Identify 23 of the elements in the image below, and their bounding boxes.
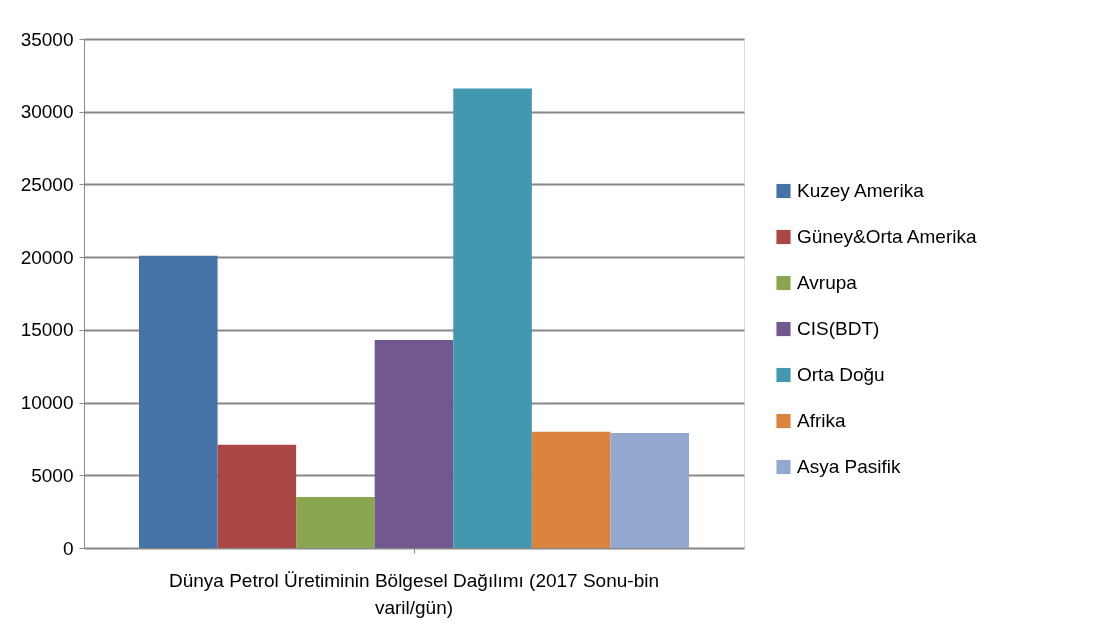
- y-tick-label: 30000: [20, 101, 74, 123]
- bar: [374, 340, 454, 548]
- y-tick-label: 35000: [20, 28, 74, 50]
- bar: [453, 88, 532, 548]
- bar: [531, 431, 611, 548]
- legend-label: Orta Doğu: [797, 364, 885, 386]
- y-tick-label: 10000: [20, 392, 74, 414]
- x-axis-title: Dünya Petrol Üretiminin Bölgesel Dağılımı (2017 Sonu-bin varil/gün): [168, 570, 660, 618]
- y-tick-label: 15000: [20, 319, 74, 341]
- legend-label: Afrika: [797, 410, 846, 432]
- legend-label: Asya Pasifik: [797, 456, 901, 478]
- bar: [296, 497, 375, 548]
- bar: [217, 444, 297, 548]
- legend-label: Kuzey Amerika: [797, 180, 925, 202]
- bar: [139, 255, 218, 548]
- legend-label: Güney&Orta Amerika: [797, 226, 977, 248]
- y-tick-label: 25000: [20, 173, 74, 195]
- y-tick-label: 20000: [20, 246, 74, 268]
- y-tick-label: 5000: [31, 464, 74, 486]
- y-tick-label: 0: [62, 537, 74, 559]
- bar: [610, 433, 689, 548]
- legend-label: Avrupa: [797, 272, 858, 294]
- legend-label: CIS(BDT): [797, 318, 880, 340]
